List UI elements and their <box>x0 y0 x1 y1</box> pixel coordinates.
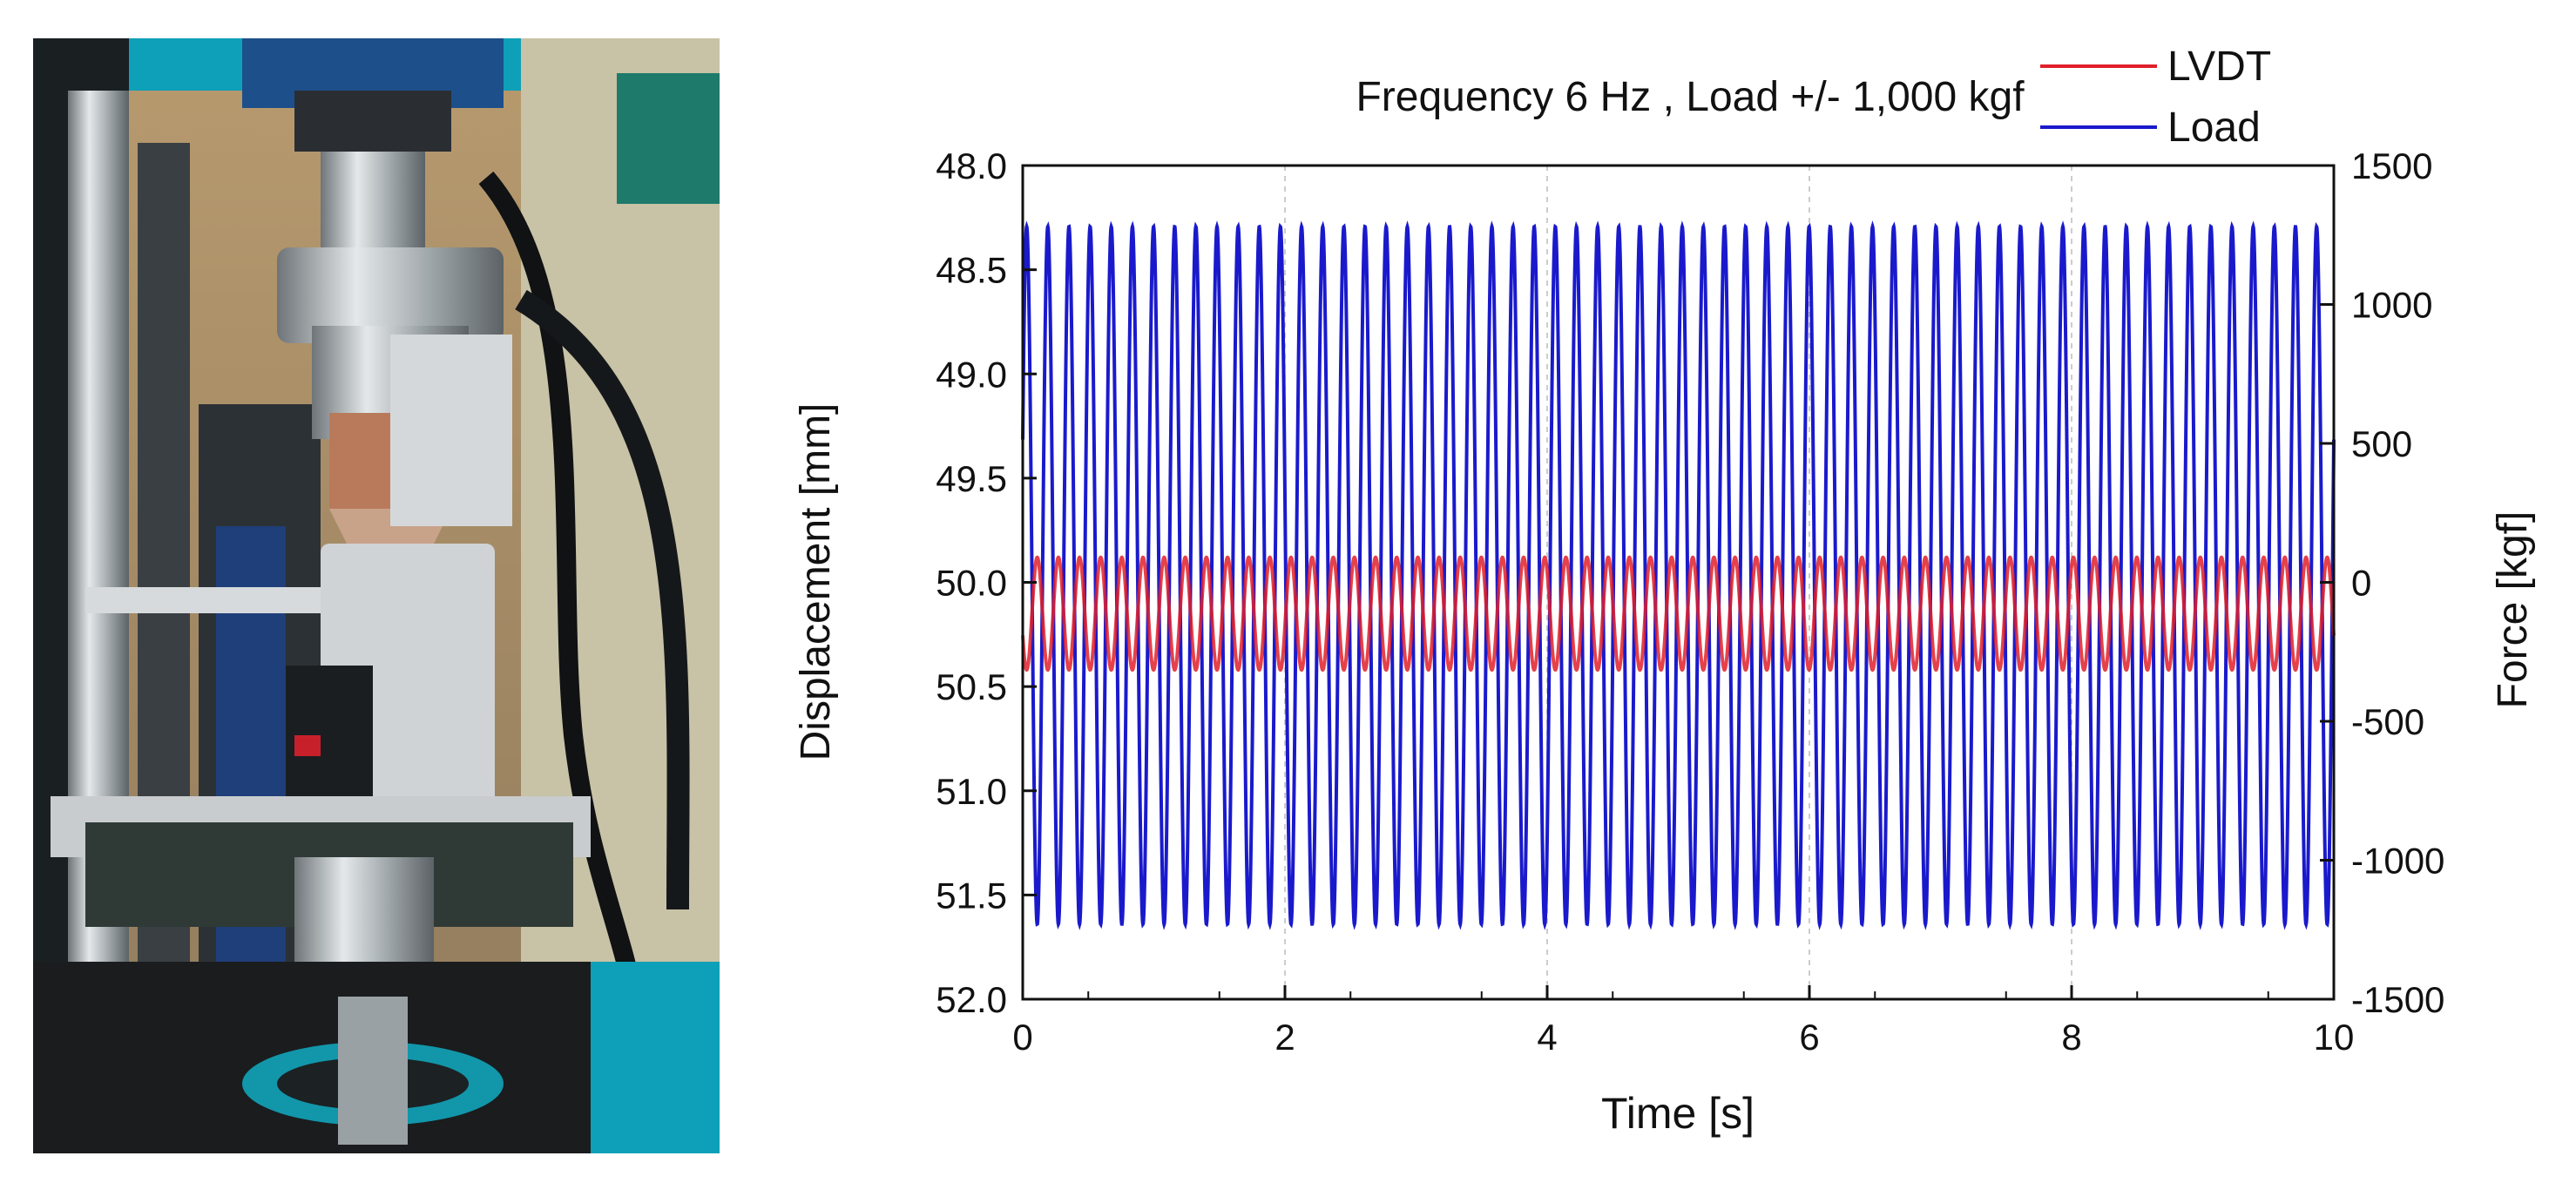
y-left-tick-label: 49.0 <box>936 354 1007 395</box>
y-left-tick-label: 52.0 <box>936 979 1007 1020</box>
y-axis-left-label: Displacement [mm] <box>793 403 839 761</box>
legend-label-lvdt: LVDT <box>2167 44 2271 90</box>
y-left-tick-label: 50.5 <box>936 666 1007 707</box>
series-line-load <box>1021 220 2336 930</box>
axis-ticks: 0 2 4 6 8 10 48.0 48.5 49.0 49.5 50.0 50.5 51.0 51.5 5… <box>936 145 2444 1058</box>
x-tick-label: 4 <box>1537 1017 1557 1058</box>
y-right-tick-label: -1500 <box>2351 979 2444 1020</box>
series-layer <box>1021 220 2336 930</box>
test-rig-photo <box>33 38 720 1153</box>
x-tick-label: 2 <box>1274 1017 1295 1058</box>
y-right-tick-label: -1000 <box>2351 841 2444 882</box>
legend-label-load: Load <box>2167 105 2261 151</box>
y-left-tick-label: 49.5 <box>936 458 1007 499</box>
x-axis-label: Time [s] <box>1601 1089 1755 1138</box>
y-right-tick-label: -500 <box>2351 701 2424 742</box>
y-right-tick-label: 0 <box>2351 563 2371 604</box>
y-right-tick-label: 1500 <box>2351 145 2432 186</box>
y-left-tick-label: 51.0 <box>936 771 1007 812</box>
x-tick-label: 6 <box>1799 1017 1819 1058</box>
y-right-tick-label: 500 <box>2351 423 2412 464</box>
y-right-tick-label: 1000 <box>2351 285 2432 326</box>
series-line-lvdt <box>1021 555 2336 673</box>
displacement-force-chart: 0 2 4 6 8 10 48.0 48.5 49.0 49.5 50.0 50.5 51.0 51.5 5… <box>793 44 2536 1138</box>
y-left-tick-label: 48.0 <box>936 145 1007 186</box>
x-tick-label: 0 <box>1012 1017 1032 1058</box>
y-left-tick-label: 50.0 <box>936 563 1007 604</box>
y-left-tick-label: 48.5 <box>936 250 1007 291</box>
x-tick-label: 8 <box>2061 1017 2081 1058</box>
x-tick-label: 10 <box>2314 1017 2355 1058</box>
chart-title: Frequency 6 Hz , Load +/- 1,000 kgf <box>1356 74 2025 120</box>
y-left-tick-label: 51.5 <box>936 875 1007 916</box>
legend: LVDT Load <box>2040 44 2271 151</box>
y-axis-right-label: Force [kgf] <box>2490 511 2536 709</box>
